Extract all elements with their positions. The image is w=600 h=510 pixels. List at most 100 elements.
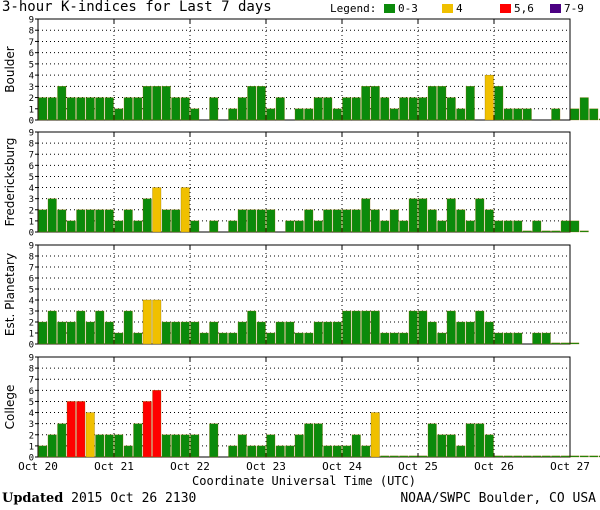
kp-bar — [142, 86, 152, 121]
kp-bar — [114, 108, 124, 121]
kp-bar — [427, 423, 437, 458]
kp-bar — [465, 321, 475, 345]
kp-bar — [389, 332, 399, 345]
kp-bar — [399, 455, 409, 458]
kp-bar — [541, 455, 551, 458]
kp-bar — [76, 209, 86, 233]
kp-bar — [456, 108, 466, 121]
kp-bar — [579, 230, 589, 233]
kp-bar — [190, 321, 200, 345]
x-tick-label: Oct 25 — [398, 460, 438, 473]
kp-bar — [456, 209, 466, 233]
kp-bar — [294, 220, 304, 233]
kp-bar — [85, 209, 95, 233]
legend-item-0-3: 0-3 — [384, 2, 418, 15]
kp-bar — [247, 310, 257, 345]
y-tick-label: 2 — [29, 431, 34, 441]
kp-bar — [180, 187, 190, 233]
y-tick-label: 6 — [29, 387, 34, 397]
y-tick-label: 0 — [29, 229, 34, 239]
kp-bar — [180, 321, 190, 345]
legend-item-label: 4 — [456, 2, 463, 15]
x-tick-label: Oct 21 — [94, 460, 134, 473]
kp-bar — [494, 86, 504, 121]
kp-bar — [332, 445, 342, 458]
kp-bar — [484, 74, 494, 121]
y-tick-label: 2 — [29, 206, 34, 216]
updated-stamp: Updated 2015 Oct 26 2130 — [2, 491, 196, 506]
kp-bar — [560, 220, 570, 233]
legend-item-label: 7-9 — [564, 2, 584, 15]
kp-bar — [304, 423, 314, 458]
kp-bar — [570, 108, 580, 121]
kp-bar — [294, 108, 304, 121]
kp-bar — [256, 86, 266, 121]
y-tick-label: 2 — [29, 94, 34, 104]
kp-bar — [152, 187, 162, 233]
kp-bar — [114, 332, 124, 345]
y-tick-label: 0 — [29, 117, 34, 127]
y-tick-label: 3 — [29, 420, 34, 430]
kp-bar — [532, 455, 542, 458]
legend-item-5-6: 5,6 — [500, 2, 534, 15]
kp-bar — [304, 108, 314, 121]
updated-label: Updated — [2, 491, 64, 506]
kp-bar — [152, 86, 162, 121]
kp-bar — [560, 342, 570, 345]
kp-bar — [513, 455, 523, 458]
kp-bar — [313, 321, 323, 345]
kp-bar — [361, 198, 371, 233]
y-tick-label: 1 — [29, 217, 34, 227]
kp-bar — [313, 220, 323, 233]
x-tick-label: Oct 27 — [550, 460, 590, 473]
kp-bar — [323, 321, 333, 345]
kp-bar — [76, 401, 86, 458]
kp-bar — [247, 209, 257, 233]
kp-bar — [418, 97, 428, 121]
kp-bar — [513, 108, 523, 121]
kp-bar — [133, 220, 143, 233]
kp-bar — [456, 445, 466, 458]
y-tick-label: 9 — [29, 242, 34, 252]
kp-bar — [503, 455, 513, 458]
kp-bar — [57, 86, 67, 121]
y-tick-label: 7 — [29, 264, 34, 274]
kp-bar — [342, 310, 352, 345]
kp-bar — [418, 310, 428, 345]
kp-bar — [152, 390, 162, 458]
kp-bar — [123, 209, 133, 233]
kp-bar — [285, 445, 295, 458]
legend-swatch-yellow — [442, 4, 453, 13]
station-label: Boulder — [3, 46, 17, 93]
station-label: College — [3, 385, 17, 430]
kp-bar — [494, 332, 504, 345]
kp-bar — [275, 321, 285, 345]
y-tick-label: 3 — [29, 195, 34, 205]
kp-bar — [370, 86, 380, 121]
y-tick-label: 9 — [29, 129, 34, 139]
kp-bar — [361, 310, 371, 345]
kp-bar — [171, 434, 181, 458]
kp-bar — [85, 412, 95, 458]
kp-bar — [228, 332, 238, 345]
kp-bar — [47, 434, 57, 458]
kp-bar — [171, 321, 181, 345]
kp-bar — [304, 209, 314, 233]
kp-bar — [532, 220, 542, 233]
kp-bar — [256, 321, 266, 345]
kp-bar — [104, 434, 114, 458]
kp-bar — [570, 455, 580, 458]
kp-bar — [95, 209, 105, 233]
kp-bar — [237, 209, 247, 233]
kp-bar — [266, 434, 276, 458]
kp-bar — [275, 445, 285, 458]
kp-bar — [209, 220, 219, 233]
kp-bar — [551, 108, 561, 121]
kp-bar — [456, 321, 466, 345]
kp-bar — [133, 332, 143, 345]
kp-bar — [66, 321, 76, 345]
kp-bar — [256, 209, 266, 233]
kp-bar — [323, 97, 333, 121]
kp-bar — [85, 97, 95, 121]
kp-bar — [57, 423, 67, 458]
